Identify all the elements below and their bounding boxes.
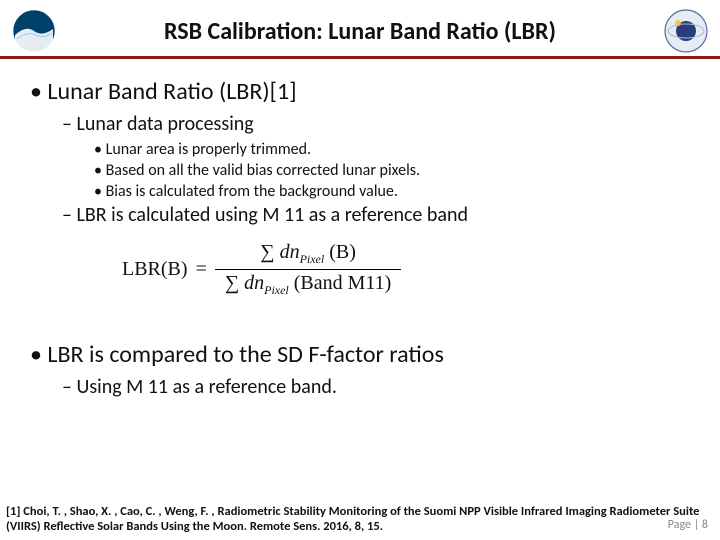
bullet-level3: Bias is calculated from the background v…: [94, 182, 698, 201]
fraction-denominator: ∑ dnPixel (Band M11): [215, 270, 402, 298]
bullet-level1: Lunar Band Ratio (LBR)[1]: [30, 77, 698, 106]
suomi-npp-logo-icon: [664, 9, 708, 53]
numerator-arg: (B): [329, 241, 356, 263]
bullet-level2: LBR is calculated using M 11 as a refere…: [62, 203, 698, 227]
pixel-subscript: Pixel: [300, 252, 325, 266]
reference-footnote: [1] Choi, T. , Shao, X. , Cao, C. , Weng…: [6, 504, 710, 534]
slide-title: RSB Calibration: Lunar Band Ratio (LBR): [56, 17, 664, 46]
denominator-arg: (Band M11): [294, 272, 392, 294]
equals-sign: =: [196, 258, 207, 281]
slide-header: RSB Calibration: Lunar Band Ratio (LBR): [0, 0, 720, 56]
formula-block: LBR(B) = ∑ dnPixel (B) ∑ dnPixel (Band M…: [122, 241, 698, 298]
bullet-level2: Lunar data processing: [62, 112, 698, 136]
page-number: Page | 8: [668, 518, 708, 532]
dn-symbol: dn: [280, 241, 300, 263]
fraction-numerator: ∑ dnPixel (B): [215, 241, 402, 270]
pixel-subscript: Pixel: [264, 283, 289, 297]
fraction: ∑ dnPixel (B) ∑ dnPixel (Band M11): [215, 241, 402, 298]
sigma-icon: ∑: [260, 241, 274, 263]
bullet-level2: Using M 11 as a reference band.: [62, 375, 698, 399]
sigma-icon: ∑: [225, 272, 239, 294]
bullet-level3: Lunar area is properly trimmed.: [94, 140, 698, 159]
noaa-logo-icon: [12, 9, 56, 53]
slide-body: Lunar Band Ratio (LBR)[1] Lunar data pro…: [0, 59, 720, 399]
bullet-level3: Based on all the valid bias corrected lu…: [94, 161, 698, 180]
bullet-level1: LBR is compared to the SD F-factor ratio…: [30, 340, 698, 369]
formula-lhs: LBR(B): [122, 258, 188, 281]
dn-symbol: dn: [244, 272, 264, 294]
lbr-formula: LBR(B) = ∑ dnPixel (B) ∑ dnPixel (Band M…: [122, 241, 698, 298]
